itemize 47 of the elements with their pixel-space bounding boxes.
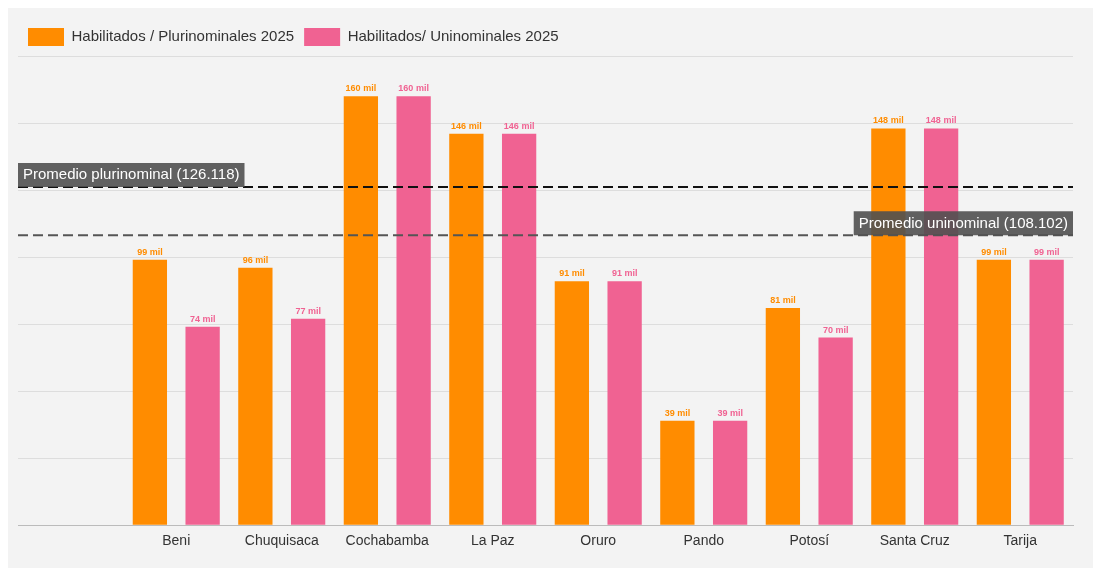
ref-line-label: Promedio plurinominal (126.118) bbox=[23, 165, 240, 183]
ref-line-label: Promedio uninominal (108.102) bbox=[858, 213, 1069, 231]
bar bbox=[185, 326, 220, 525]
data-label: 160 mil bbox=[398, 83, 429, 94]
data-label: 70 mil bbox=[822, 324, 849, 335]
bar bbox=[1029, 259, 1064, 525]
data-label: 160 mil bbox=[345, 83, 377, 94]
data-label: 39 mil bbox=[717, 407, 743, 418]
data-label: 77 mil bbox=[295, 305, 321, 316]
bar bbox=[396, 96, 431, 525]
data-label: 91 mil bbox=[559, 268, 585, 279]
x-tick-label: Santa Cruz bbox=[879, 532, 950, 549]
bar bbox=[449, 133, 484, 525]
x-tick-label: Potosí bbox=[789, 532, 830, 549]
data-label: 91 mil bbox=[611, 268, 638, 279]
bar bbox=[290, 318, 326, 525]
x-tick-label: La Paz bbox=[470, 532, 515, 549]
x-tick-label: Oruro bbox=[580, 532, 617, 549]
bar bbox=[607, 281, 642, 525]
bar bbox=[765, 308, 801, 525]
bar bbox=[132, 259, 168, 525]
data-label: 148 mil bbox=[925, 115, 957, 126]
data-label: 99 mil bbox=[137, 246, 163, 257]
data-label: 74 mil bbox=[189, 313, 216, 324]
bar bbox=[554, 281, 590, 525]
x-tick-label: Cochabamba bbox=[345, 532, 430, 549]
data-label: 39 mil bbox=[664, 407, 691, 418]
bar bbox=[343, 96, 379, 525]
x-tick-label: Chuquisaca bbox=[244, 532, 319, 549]
legend-label: Habilitados / Plurinominales 2025 bbox=[71, 27, 295, 45]
data-label: 146 mil bbox=[503, 120, 535, 131]
bar bbox=[712, 420, 748, 525]
bar bbox=[818, 337, 853, 525]
data-label: 146 mil bbox=[451, 120, 482, 131]
x-tick-label: Beni bbox=[162, 532, 191, 549]
bar bbox=[660, 420, 695, 525]
bar bbox=[238, 267, 273, 525]
bar bbox=[976, 259, 1012, 525]
legend-label: Habilitados/ Uninominales 2025 bbox=[347, 27, 559, 45]
bar bbox=[501, 133, 537, 525]
data-label: 96 mil bbox=[242, 254, 269, 265]
data-label: 81 mil bbox=[770, 295, 796, 306]
x-tick-label: Tarija bbox=[1003, 532, 1038, 549]
data-label: 99 mil bbox=[981, 246, 1007, 257]
data-label: 148 mil bbox=[873, 115, 904, 126]
data-label: 99 mil bbox=[1033, 246, 1060, 257]
x-tick-label: Pando bbox=[683, 532, 725, 549]
